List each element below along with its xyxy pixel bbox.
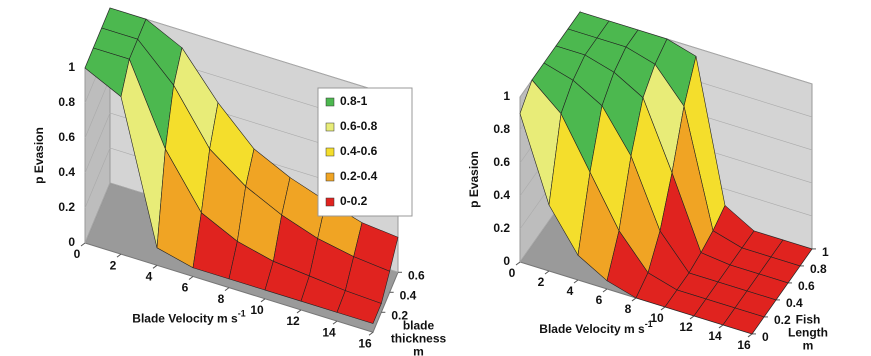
depth-axis-title: thickness <box>391 331 447 345</box>
x-tick-label: 0 <box>509 266 516 280</box>
x-axis-title-sup: -1 <box>238 309 246 319</box>
depth-axis-title: m <box>413 344 424 356</box>
x-tick-label: 2 <box>110 258 117 272</box>
legend-swatch <box>325 172 335 182</box>
z-tick-label: 0.4 <box>493 188 510 202</box>
x-tick-label: 14 <box>708 329 722 343</box>
z-tick-label: 0.6 <box>58 130 75 144</box>
x-tick <box>224 287 230 292</box>
z-tick-label: 0 <box>68 235 75 249</box>
x-tick <box>689 315 695 320</box>
x-tick-label: 12 <box>286 314 300 328</box>
x-tick-label: 10 <box>250 303 264 317</box>
x-tick-label: 14 <box>322 325 336 339</box>
depth-axis-title: Length <box>788 326 828 340</box>
x-tick-label: 4 <box>567 284 574 298</box>
y-axis-title: p Evasion <box>32 127 46 184</box>
z-tick-label: 0.2 <box>493 221 510 235</box>
x-tick <box>515 261 521 266</box>
x-tick-label: 8 <box>218 292 225 306</box>
x-tick <box>573 279 579 284</box>
x-tick <box>368 331 374 336</box>
surface-patch <box>722 307 765 335</box>
depth-tick-label: 0.2 <box>391 308 408 322</box>
legend-swatch <box>325 197 335 207</box>
depth-axis-title: blade <box>403 318 435 332</box>
depth-tick-label: 0.8 <box>810 262 827 276</box>
z-tick-label: 0.4 <box>58 165 75 179</box>
depth-axis-title: Fish <box>796 313 821 327</box>
x-tick-label: 2 <box>538 275 545 289</box>
x-tick <box>116 253 122 258</box>
x-axis-title: Blade Velocity m s-1 <box>132 309 245 326</box>
y-axis-title: p Evasion <box>467 151 481 208</box>
depth-tick-label: 0.4 <box>400 288 417 302</box>
depth-tick-label: 0.6 <box>408 268 425 282</box>
x-tick <box>544 270 550 275</box>
legend-label: 0-0.2 <box>340 194 368 208</box>
x-axis-title-text: Blade Velocity m s <box>132 312 238 326</box>
depth-axis-title: m <box>803 339 814 353</box>
x-tick-label: 12 <box>679 320 693 334</box>
x-tick-label: 0 <box>74 247 81 261</box>
x-tick <box>152 264 158 269</box>
x-tick-label: 8 <box>625 302 632 316</box>
x-tick <box>260 298 266 303</box>
depth-tick-label: 0 <box>762 330 769 344</box>
z-tick-label: 0.6 <box>493 155 510 169</box>
x-tick-label: 10 <box>650 311 664 325</box>
x-axis-title-text: Blade Velocity m s <box>539 322 645 336</box>
legend-label: 0.6-0.8 <box>340 119 378 133</box>
x-tick <box>332 320 338 325</box>
legend-label: 0.4-0.6 <box>340 144 378 158</box>
legend-label: 0.8-1 <box>340 94 368 108</box>
z-tick-label: 0.8 <box>493 122 510 136</box>
depth-tick-label: 0.4 <box>786 296 803 310</box>
z-tick-label: 0.2 <box>58 200 75 214</box>
x-axis-title: Blade Velocity m s-1 <box>539 319 652 336</box>
x-tick <box>718 324 724 329</box>
x-tick <box>747 333 753 338</box>
depth-tick-label: 0.2 <box>774 313 791 327</box>
z-tick-label: 0.8 <box>58 95 75 109</box>
x-tick <box>188 276 194 280</box>
x-tick-label: 4 <box>146 269 153 283</box>
legend-swatch <box>325 97 335 107</box>
surface-patch <box>336 290 382 324</box>
legend-swatch <box>325 122 335 132</box>
depth-tick-label: 0.6 <box>798 279 815 293</box>
depth-tick-label: 1 <box>822 245 829 259</box>
x-tick <box>296 309 302 314</box>
x-tick <box>660 306 666 311</box>
legend-swatch <box>325 147 335 157</box>
x-tick <box>631 297 637 302</box>
grid-line <box>84 112 399 203</box>
z-tick-label: 1 <box>503 89 510 103</box>
x-axis-title-sup: -1 <box>645 319 653 329</box>
x-tick <box>80 242 86 247</box>
x-tick <box>602 288 608 293</box>
x-tick-label: 6 <box>182 281 189 295</box>
z-tick-label: 1 <box>68 60 75 74</box>
z-tick-label: 0 <box>503 254 510 268</box>
x-tick-label: 16 <box>358 336 372 350</box>
x-tick-label: 6 <box>596 293 603 307</box>
legend-label: 0.2-0.4 <box>340 169 378 183</box>
x-tick-label: 16 <box>737 338 751 352</box>
